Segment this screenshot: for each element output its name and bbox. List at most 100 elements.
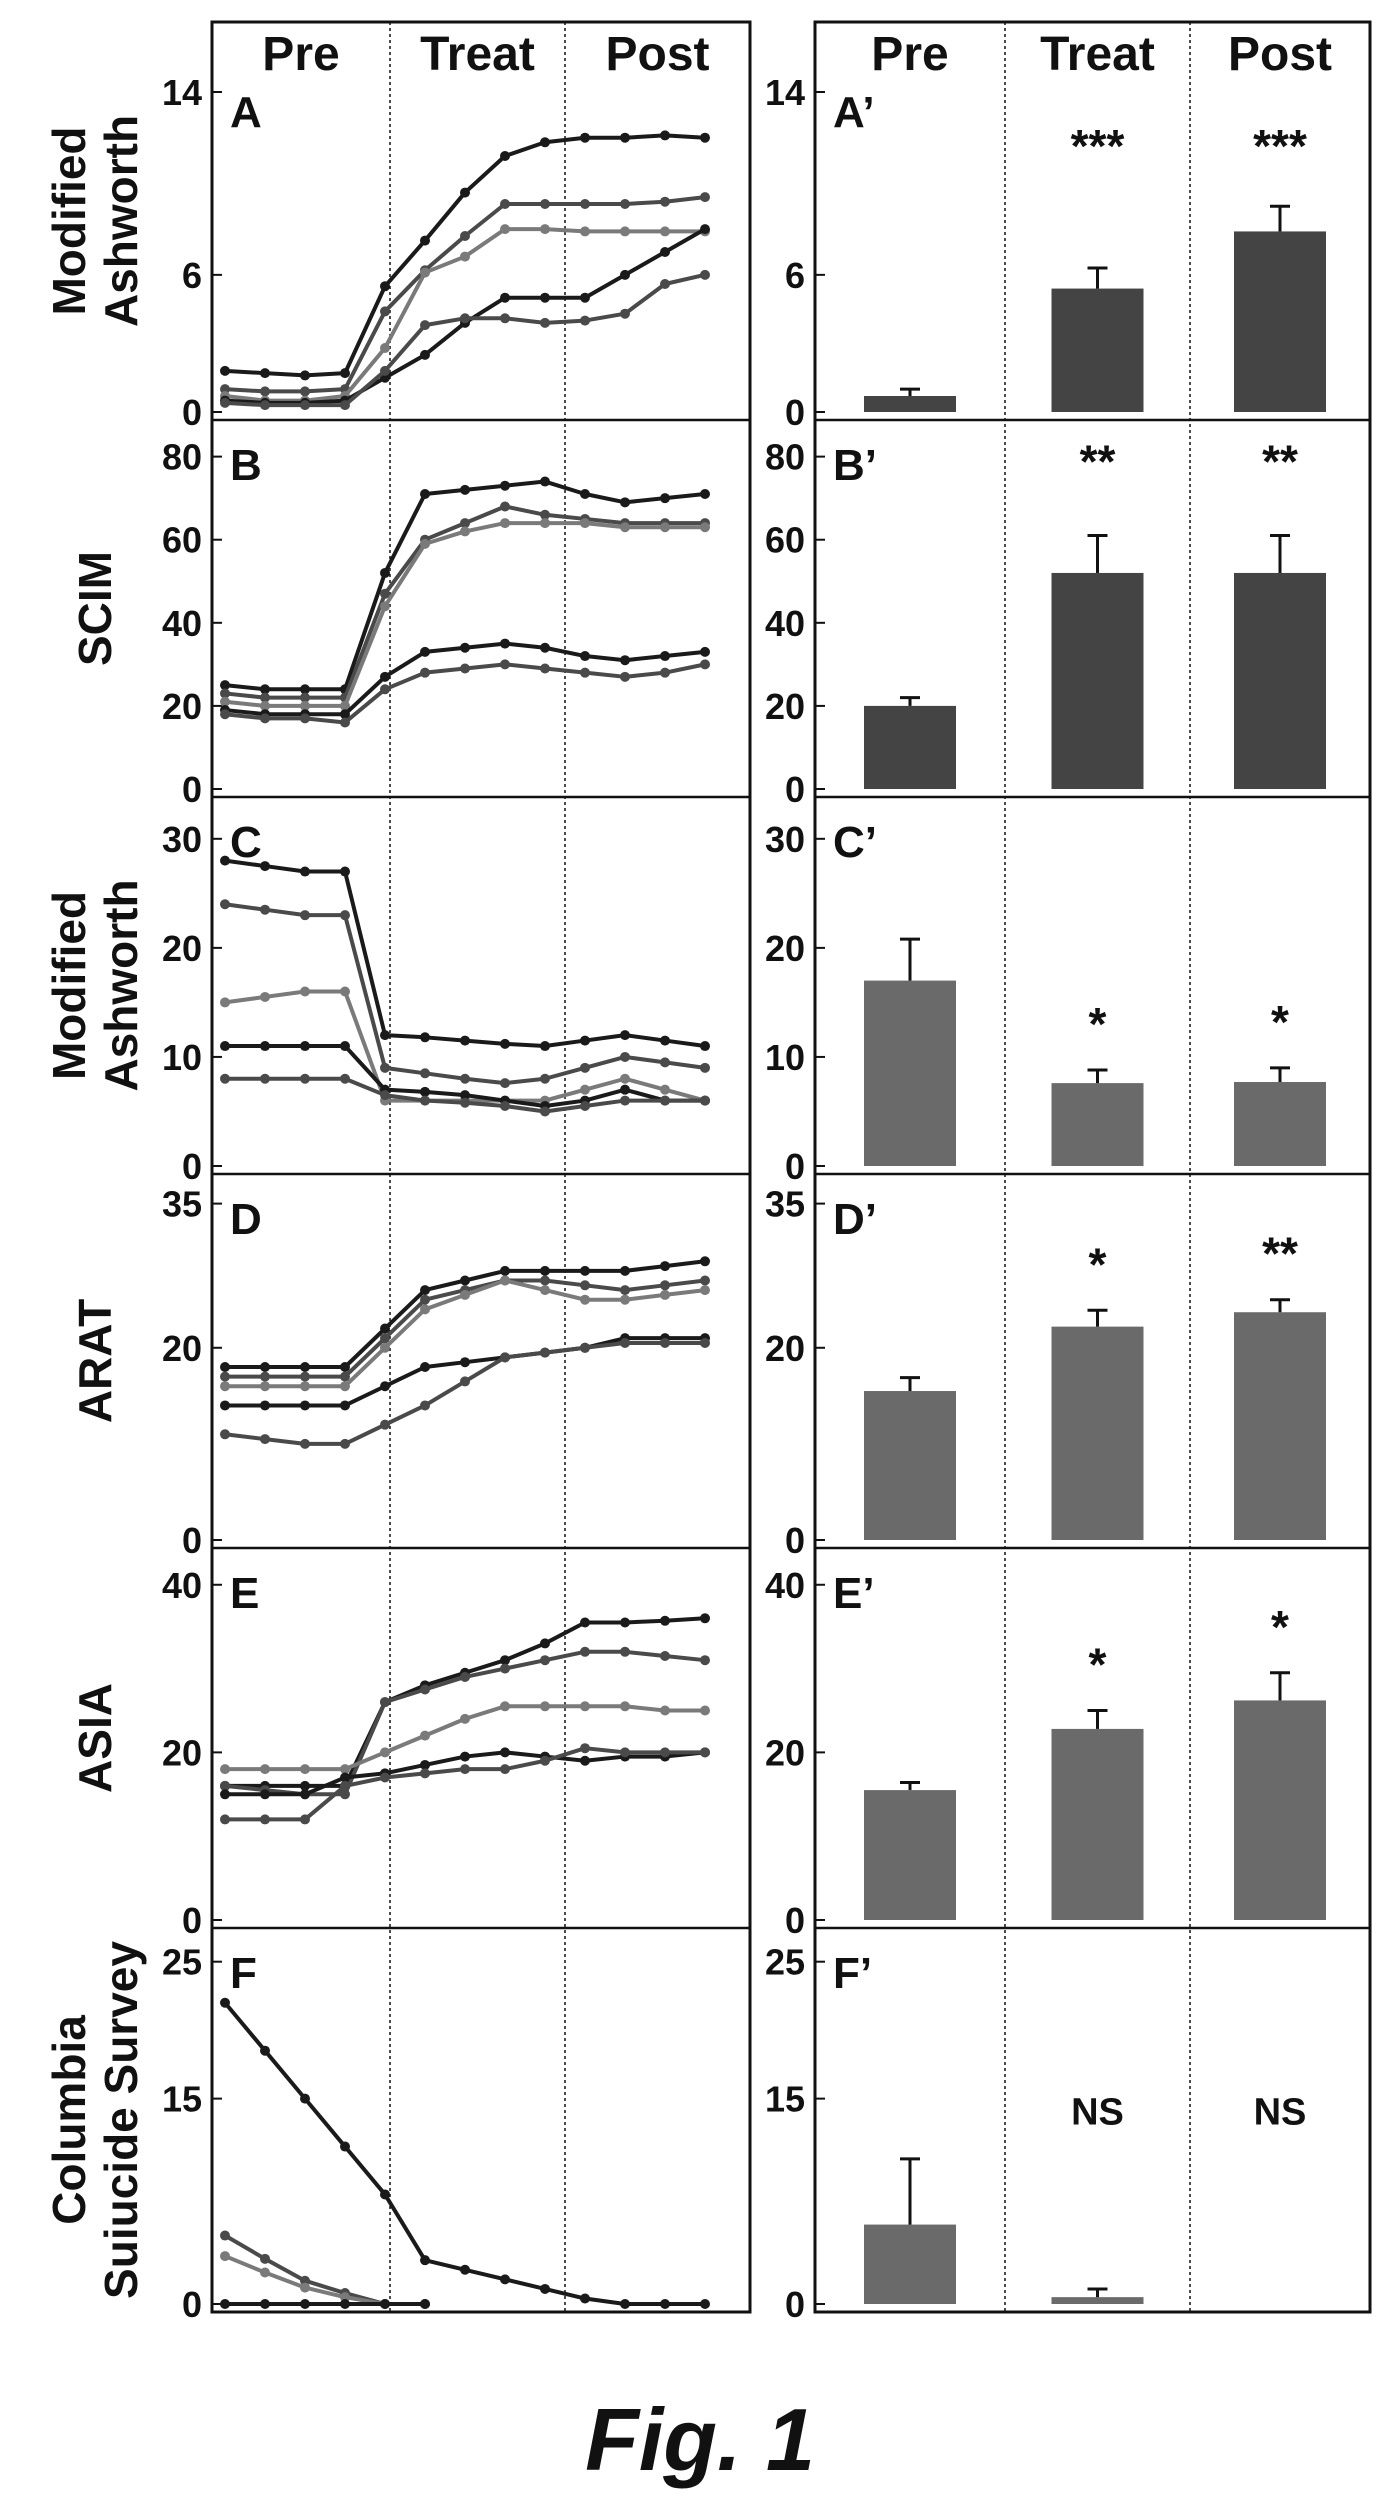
point-c-s1-1	[220, 855, 230, 866]
ytick-label-d-prime-20: 20	[765, 1328, 805, 1369]
point-b-s1-1	[220, 680, 230, 691]
point-f-s4-1	[220, 2299, 230, 2309]
point-a-s1-7	[460, 187, 470, 198]
point-e-s2-6	[420, 1684, 430, 1695]
point-d-s3-13	[700, 1285, 710, 1296]
point-c-s3-4	[340, 986, 350, 997]
bar-e-prime-treat	[1051, 1728, 1144, 1920]
point-b-s3-3	[300, 700, 310, 711]
point-c-s1-10	[580, 1035, 590, 1046]
point-a-s5-11	[620, 308, 630, 319]
point-c-s3-3	[300, 986, 310, 997]
bar-d-prime-treat	[1051, 1326, 1144, 1540]
point-e-s1-12	[660, 1615, 670, 1626]
point-d-s5-13	[700, 1337, 710, 1348]
point-c-s5-3	[300, 1073, 310, 1084]
point-a-s4-12	[660, 247, 670, 257]
ylabel-f-line2: Suiucide Survey	[95, 1941, 147, 2299]
point-a-s1-8	[500, 151, 510, 161]
point-a-s5-12	[660, 279, 670, 289]
point-b-s1-2	[260, 684, 270, 695]
panel-label-e-prime: E’	[833, 1569, 875, 1618]
series-f-3	[224, 2254, 425, 2306]
series-b-4	[224, 641, 706, 717]
point-f-s1-5	[380, 2189, 390, 2200]
point-a-s2-10	[580, 199, 590, 209]
point-e-s3-2	[260, 1764, 270, 1775]
ytick-label-f-0: 0	[182, 2284, 202, 2325]
point-d-s5-12	[660, 1337, 670, 1348]
point-d-s4-3	[300, 1400, 310, 1411]
point-c-s3-2	[260, 991, 270, 1002]
significance-f-prime-treat: NS	[1071, 2091, 1124, 2133]
point-f-s4-5	[380, 2299, 390, 2309]
ylabel-group-d: ARAT	[69, 1299, 121, 1423]
point-a-s2-11	[620, 199, 630, 209]
left-column-frame	[210, 20, 752, 2314]
ytick-label-e-20: 20	[162, 1732, 202, 1773]
ylabel-group-c: Modified Ashworth	[43, 879, 147, 1091]
point-c-s2-3	[300, 910, 310, 921]
point-d-s3-6	[420, 1304, 430, 1315]
point-e-s5-7	[460, 1764, 470, 1775]
point-a-s4-10	[580, 292, 590, 303]
point-b-s4-13	[700, 646, 710, 657]
point-a-s5-4	[340, 400, 350, 411]
panel-label-c-prime: C’	[833, 818, 877, 867]
bar-a-prime-post	[1234, 231, 1326, 412]
point-f-s3-3	[300, 2282, 310, 2293]
point-f-s1-2	[260, 2045, 270, 2056]
point-d-s3-8	[500, 1275, 510, 1286]
point-a-s5-7	[460, 313, 470, 324]
ytick-label-b-prime-40: 40	[765, 603, 805, 644]
point-c-s5-1	[220, 1073, 230, 1084]
point-b-s1-6	[420, 489, 430, 500]
point-a-s2-12	[660, 196, 670, 207]
point-c-s3-1	[220, 997, 230, 1008]
point-b-s5-8	[500, 659, 510, 670]
point-e-s1-3	[300, 1780, 310, 1791]
ytick-label-b-60: 60	[162, 520, 202, 561]
significance-c-prime-treat: *	[1089, 998, 1107, 1050]
point-d-s3-7	[460, 1289, 470, 1300]
point-e-s4-10	[580, 1755, 590, 1766]
point-b-s4-4	[340, 709, 350, 720]
point-f-s4-2	[260, 2299, 270, 2309]
ytick-label-b-40: 40	[162, 603, 202, 644]
point-a-s4-6	[420, 349, 430, 360]
point-a-s2-3	[300, 386, 310, 397]
point-c-s5-10	[580, 1101, 590, 1112]
point-e-s3-10	[580, 1701, 590, 1712]
point-c-s3-10	[580, 1084, 590, 1095]
bar-b-prime-treat	[1051, 572, 1144, 789]
point-a-s2-9	[540, 199, 550, 209]
point-e-s3-12	[660, 1705, 670, 1716]
ytick-label-c-20: 20	[162, 928, 202, 969]
point-d-s2-10	[580, 1280, 590, 1291]
ytick-label-b-prime-60: 60	[765, 520, 805, 561]
significance-e-prime-post: *	[1271, 1601, 1289, 1653]
point-e-s4-6	[420, 1759, 430, 1770]
ylabel-e: ASIA	[69, 1683, 121, 1793]
ytick-label-a-prime-0: 0	[785, 392, 805, 433]
point-b-s1-3	[300, 684, 310, 695]
point-b-s1-8	[500, 480, 510, 491]
point-e-s4-2	[260, 1789, 270, 1800]
point-e-s4-3	[300, 1789, 310, 1800]
panel-label-a: A	[230, 88, 262, 137]
point-b-s5-3	[300, 713, 310, 724]
point-b-s5-5	[380, 684, 390, 695]
panel-label-d: D	[230, 1195, 262, 1244]
point-c-s2-7	[460, 1073, 470, 1084]
point-f-s4-6	[420, 2299, 430, 2309]
point-b-s3-13	[700, 522, 710, 533]
point-e-s2-8	[500, 1663, 510, 1674]
point-a-s3-9	[540, 224, 550, 235]
bar-a-prime-pre	[864, 396, 956, 412]
ylabel-a-line1: Modified	[43, 126, 95, 315]
point-e-s1-13	[700, 1613, 710, 1624]
phase-header-right-post: Post	[1228, 28, 1332, 81]
point-e-s3-13	[700, 1705, 710, 1716]
point-b-s4-12	[660, 651, 670, 662]
point-c-s2-4	[340, 910, 350, 921]
